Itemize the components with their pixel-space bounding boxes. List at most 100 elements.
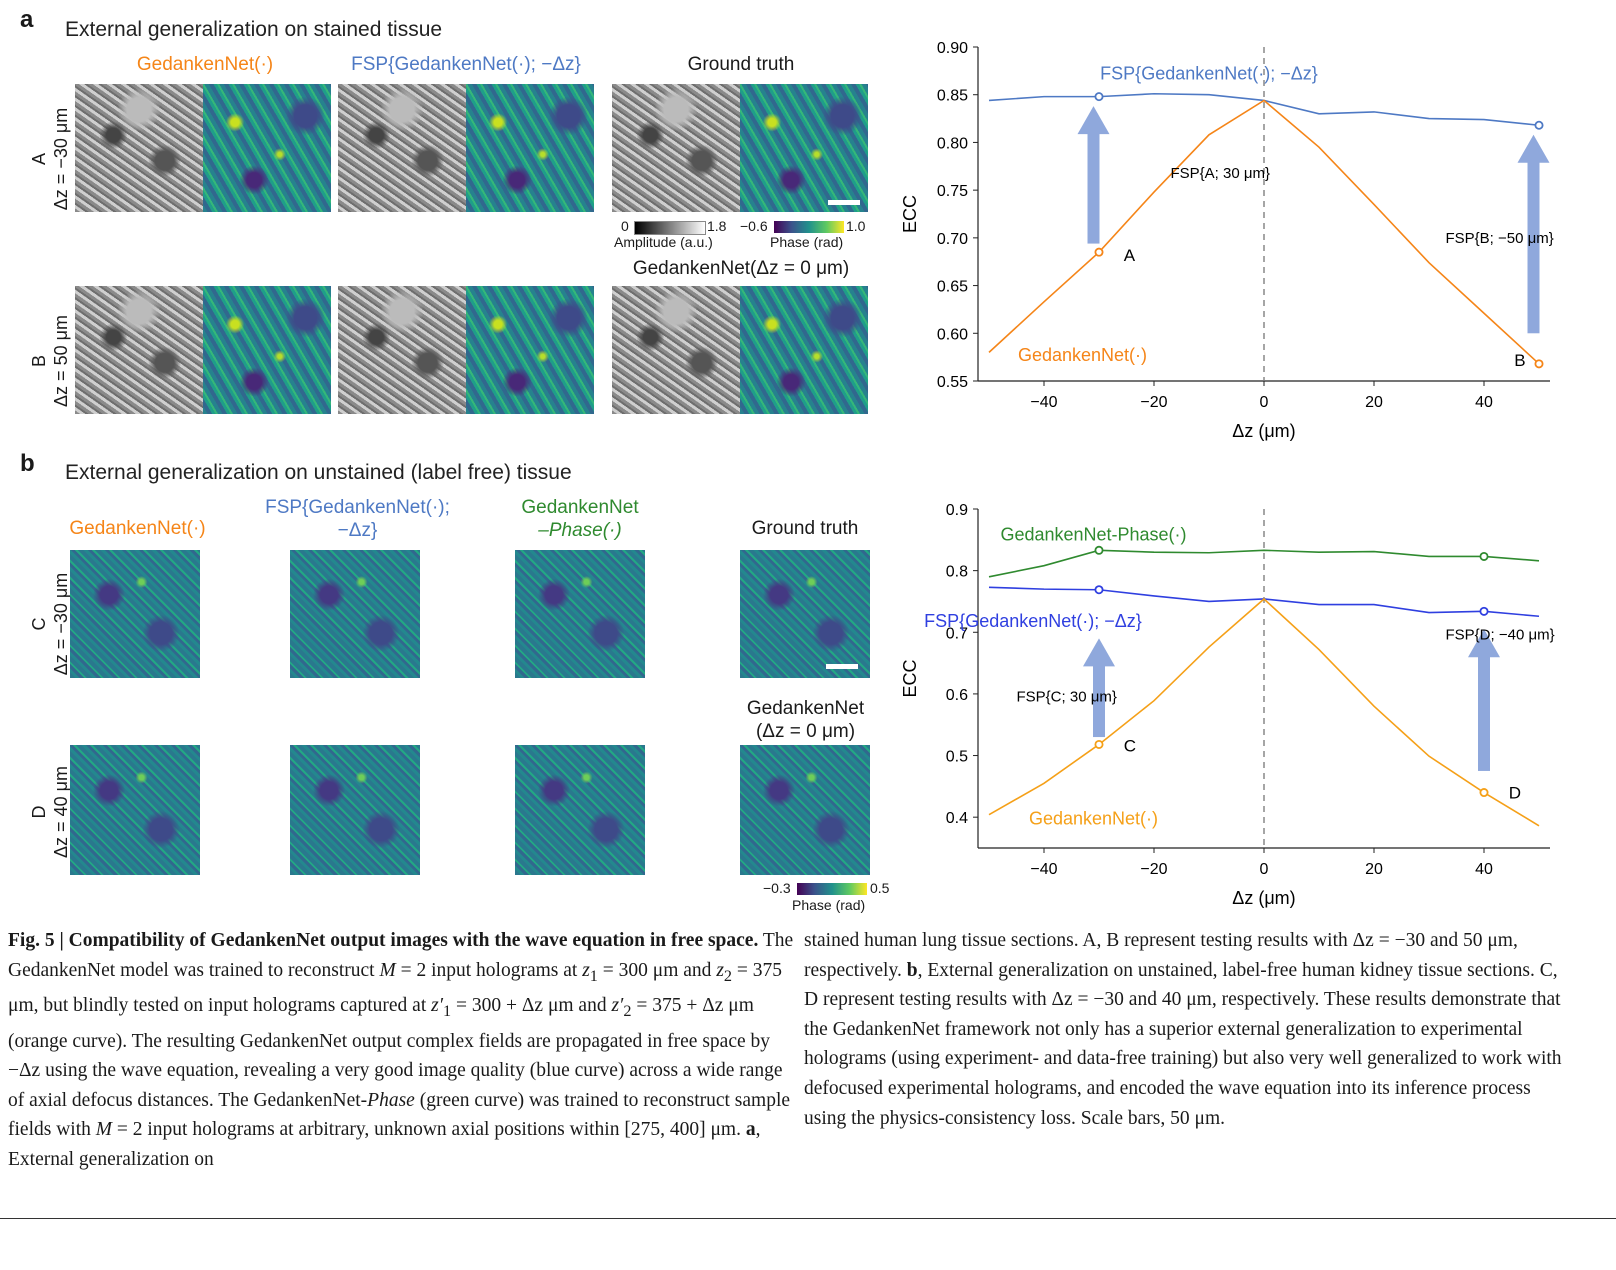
- x-tick-label: 20: [1365, 861, 1383, 878]
- amp-cbar-max: 1.8: [707, 218, 727, 234]
- col-head-fsp: FSP{GedankenNet(·); −Δz}: [351, 54, 581, 75]
- caption-var: M: [379, 959, 396, 981]
- arrow-head: [1517, 134, 1550, 163]
- x-tick-label: −20: [1140, 394, 1167, 411]
- improvement-arrow: [1083, 638, 1115, 738]
- gt-lower-label-b: GedankenNet (Δz = 0 μm): [728, 697, 883, 743]
- improvement-arrow: [1517, 134, 1550, 334]
- arrow-shaft: [1478, 655, 1490, 771]
- phase-a-colorbar: [774, 221, 844, 233]
- x-tick-label: 20: [1365, 394, 1383, 411]
- caption-left: Fig. 5 | Compatibility of GedankenNet ou…: [8, 926, 794, 1175]
- data-point-marker: [1094, 545, 1104, 555]
- chart-b: 0.4 0.5 0.6 0.7 0.8 0.9 −40 −20 0 20 40 Δz (μm) ECC C…: [900, 502, 1555, 908]
- gt-lower-label-b-line2: (Δz = 0 μm): [755, 721, 856, 742]
- row-d-fsp-image: [290, 745, 420, 875]
- y-tick-label: 0.55: [937, 374, 968, 391]
- gt-lower-label: GedankenNet(Δz = 0 μm): [632, 258, 850, 279]
- col-head-b-gedankennet: GedankenNet(·): [69, 518, 206, 539]
- phase-b-cbar-max: 0.5: [870, 880, 890, 896]
- row-b-gedankennet-phase-image: [203, 286, 331, 414]
- y-tick-label: 0.75: [937, 183, 968, 200]
- amp-cbar-label: Amplitude (a.u.): [614, 234, 713, 250]
- row-b-dz: Δz = 50 μm: [51, 315, 71, 407]
- point-label: C: [1124, 737, 1136, 756]
- series-line: [988, 549, 1540, 578]
- chart-a: 0.55 0.60 0.65 0.70 0.75 0.80 0.85 0.90 −40 −20 0 2…: [900, 40, 1554, 441]
- caption-text: , External generalization on: [8, 1119, 761, 1170]
- row-a-letter: A: [29, 153, 49, 166]
- x-tick-label: 40: [1475, 861, 1493, 878]
- caption-sub: 1: [443, 1001, 452, 1020]
- panel-a-letter: a: [20, 6, 34, 33]
- col-head-b-phase-line1: GedankenNet: [521, 497, 639, 518]
- scale-bar-b: [826, 664, 858, 669]
- caption-text: = 2 input holograms at arbitrary, unknow…: [112, 1119, 746, 1141]
- caption-title: Fig. 5 | Compatibility of GedankenNet ou…: [8, 930, 759, 951]
- y-tick-label: 0.8: [946, 564, 968, 581]
- col-head-b-fsp: FSP{GedankenNet(·); −Δz}: [250, 496, 465, 542]
- row-b-letter: B: [29, 355, 49, 368]
- series-label: GedankenNet(·): [1029, 808, 1158, 828]
- row-a-label: A Δz = −30 μm: [28, 89, 72, 229]
- row-a-dz: Δz = −30 μm: [51, 107, 71, 211]
- y-tick-label: 0.80: [937, 135, 968, 152]
- row-b-fsp-phase-image: [466, 286, 594, 414]
- arrow-shaft: [1527, 160, 1540, 334]
- caption-right: stained human lung tissue sections. A, B…: [804, 926, 1574, 1133]
- caption-text: (green curve) was trained to reconstruct…: [8, 1089, 791, 1141]
- series-label: FSP{GedankenNet(·); −Δz}: [1100, 64, 1318, 84]
- caption-text: , External generalization on unstained, …: [804, 959, 1562, 1129]
- panel-b-letter: b: [20, 450, 35, 477]
- scale-bar: [828, 200, 860, 205]
- phase-a-cbar-min: −0.6: [740, 218, 768, 234]
- data-point-marker: [1094, 92, 1104, 102]
- series-line: [988, 92, 1540, 127]
- y-tick-label: 0.65: [937, 279, 968, 296]
- data-point-marker: [1534, 359, 1544, 369]
- row-b-fsp-amplitude-image: [338, 286, 466, 414]
- caption-var: z: [582, 959, 590, 981]
- arrow-shaft: [1087, 132, 1100, 244]
- phase-a-cbar-max: 1.0: [846, 218, 866, 234]
- row-c-letter: C: [29, 617, 49, 631]
- row-a-gt-amplitude-image: [612, 84, 740, 212]
- phase-b-cbar-min: −0.3: [763, 880, 791, 896]
- panel-b-title: External generalization on unstained (la…: [65, 461, 572, 484]
- y-axis-label: ECC: [900, 659, 920, 697]
- data-point-marker: [1479, 788, 1489, 798]
- row-d-gedankennet-image: [70, 745, 200, 875]
- series-label: GedankenNet(·): [1018, 345, 1147, 365]
- phase-a-cbar-label: Phase (rad): [770, 234, 844, 250]
- data-point-marker: [1479, 606, 1489, 616]
- col-head-b-phase: GedankenNet –Phase(·): [500, 496, 660, 542]
- series-label: GedankenNet-Phase(·): [1000, 524, 1186, 544]
- x-tick-label: −20: [1140, 861, 1167, 878]
- x-tick-label: −40: [1030, 861, 1057, 878]
- y-tick-label: 0.85: [937, 88, 968, 105]
- data-point-marker: [1094, 247, 1104, 257]
- series-line: [988, 99, 1540, 365]
- row-a-gedankennet-phase-image: [203, 84, 331, 212]
- caption-sub: 2: [623, 1001, 632, 1020]
- row-a-gedankennet-amplitude-image: [75, 84, 203, 212]
- fsp-annotation: FSP{D; −40 μm}: [1446, 627, 1555, 644]
- series-line: [988, 597, 1540, 827]
- caption-text: = 2 input holograms at: [395, 959, 583, 981]
- data-point-marker: [1094, 585, 1104, 595]
- row-d-label: D Δz = 40 μm: [28, 742, 72, 882]
- row-b-gt-phase-image: [740, 286, 868, 414]
- caption-text: = 375 μm, but blindly tested on input ho…: [8, 959, 783, 1017]
- y-tick-label: 0.6: [946, 687, 968, 704]
- row-a-gt-phase-image: [740, 84, 868, 212]
- caption-panel-ref: a: [745, 1119, 756, 1141]
- point-label: A: [1124, 246, 1136, 265]
- col-head-b-phase-line2: –Phase(·): [538, 520, 622, 541]
- arrow-head: [1077, 106, 1110, 135]
- caption-text: = 375 + Δz μm (orange curve). The result…: [8, 995, 783, 1111]
- y-tick-label: 0.70: [937, 231, 968, 248]
- panel-a-title: External generalization on stained tissu…: [65, 18, 443, 41]
- row-b-gt-amplitude-image: [612, 286, 740, 414]
- x-axis-label: Δz (μm): [1232, 421, 1295, 441]
- x-tick-label: 0: [1260, 861, 1269, 878]
